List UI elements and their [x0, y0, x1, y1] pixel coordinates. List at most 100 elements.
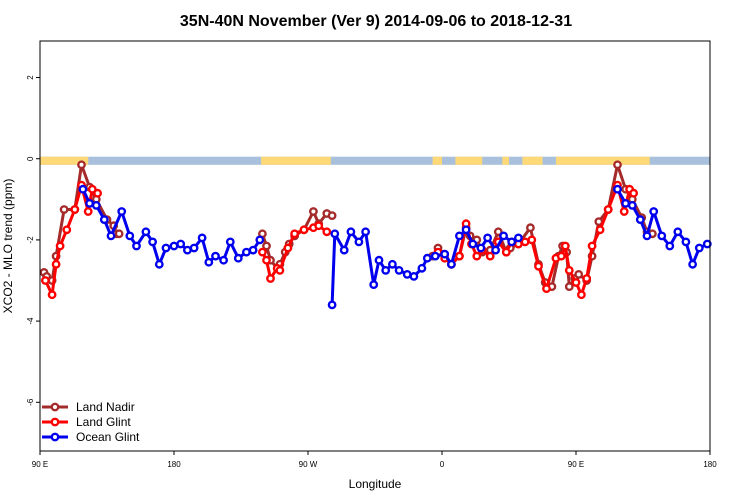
data-point — [657, 231, 667, 241]
data-point — [225, 237, 235, 247]
data-point — [461, 225, 471, 235]
data-point — [440, 249, 450, 259]
x-tick-label: 180 — [703, 460, 717, 469]
data-point — [262, 241, 271, 251]
data-point — [176, 239, 186, 249]
data-point — [485, 251, 495, 261]
data-point — [374, 255, 384, 265]
data-point — [117, 207, 127, 216]
data-point — [219, 255, 229, 265]
data-point — [55, 241, 65, 251]
data-point — [327, 211, 337, 221]
legend-item-land-nadir: Land Nadir — [42, 400, 135, 414]
data-point — [501, 247, 511, 257]
data-point — [613, 184, 622, 194]
data-point — [387, 259, 397, 269]
data-point — [161, 243, 171, 253]
data-point — [77, 160, 86, 170]
data-point — [85, 198, 95, 208]
data-point — [446, 259, 456, 269]
data-point — [642, 231, 652, 241]
data-point — [595, 225, 605, 235]
data-point — [327, 300, 337, 310]
data-point — [78, 184, 88, 194]
data-point — [47, 290, 57, 300]
data-point — [665, 241, 675, 251]
data-point — [41, 276, 50, 285]
data-point — [483, 233, 492, 243]
data-point — [204, 257, 214, 267]
data-point — [51, 259, 61, 269]
legend-item-land-glint: Land Glint — [42, 415, 131, 429]
data-point — [182, 245, 192, 255]
data-point — [83, 207, 93, 216]
data-point — [574, 269, 584, 279]
data-point — [560, 241, 570, 251]
data-point — [468, 239, 478, 249]
data-point — [148, 237, 158, 247]
data-point — [257, 247, 267, 257]
data-point — [627, 200, 637, 210]
data-point — [290, 229, 299, 239]
data-point — [454, 251, 464, 261]
data-point — [369, 280, 379, 289]
legend-label: Ocean Glint — [76, 430, 140, 444]
data-point — [125, 231, 135, 241]
data-point — [454, 231, 464, 241]
data-point — [681, 237, 691, 247]
data-point — [534, 261, 543, 271]
data-point — [114, 229, 124, 239]
x-tick-label: 90 E — [32, 460, 48, 469]
data-point — [621, 198, 630, 208]
data-point — [514, 233, 523, 243]
data-point — [422, 253, 432, 263]
data-point — [402, 269, 412, 279]
land-ocean-band — [40, 156, 710, 165]
data-point — [619, 207, 629, 216]
data-point — [491, 245, 500, 255]
chart-title: 35N-40N November (Ver 9) 2014-09-06 to 2… — [180, 13, 572, 30]
data-point — [673, 227, 683, 237]
data-point — [275, 265, 285, 275]
series-land-nadir — [39, 160, 657, 291]
y-tick-label: -6 — [26, 398, 35, 406]
data-point — [308, 207, 318, 216]
data-point — [299, 225, 309, 235]
series-ocean-glint — [78, 184, 712, 310]
data-point — [87, 184, 97, 194]
data-point — [629, 188, 638, 198]
data-point — [587, 241, 597, 251]
y-axis: 2 0 -2 -4 -6 — [26, 75, 40, 406]
data-point — [430, 251, 440, 261]
data-point — [169, 241, 179, 251]
land-band-segment — [502, 156, 509, 165]
land-band-segment — [261, 156, 331, 165]
plot-frame — [39, 40, 711, 452]
data-point — [70, 205, 80, 214]
data-point — [409, 271, 419, 281]
data-point — [635, 215, 645, 225]
data-point — [507, 237, 517, 247]
data-point — [283, 243, 293, 253]
data-point — [141, 227, 151, 237]
land-band-segment — [40, 156, 89, 165]
data-point — [132, 241, 141, 251]
data-point — [91, 200, 101, 210]
data-point — [59, 205, 69, 214]
data-point — [613, 160, 622, 170]
data-point — [93, 188, 103, 198]
data-point — [314, 221, 324, 231]
data-point — [556, 251, 566, 261]
data-point — [354, 237, 364, 247]
y-tick-label: 0 — [26, 156, 35, 161]
ocean-band — [40, 156, 710, 165]
x-tick-label: 0 — [440, 460, 445, 469]
data-point — [330, 229, 340, 239]
data-point — [571, 278, 581, 287]
x-axis-label: Longitude — [349, 477, 402, 491]
y-tick-label: 2 — [26, 75, 35, 80]
data-point — [211, 251, 220, 261]
legend-label: Land Nadir — [76, 400, 135, 414]
data-point — [361, 227, 370, 237]
